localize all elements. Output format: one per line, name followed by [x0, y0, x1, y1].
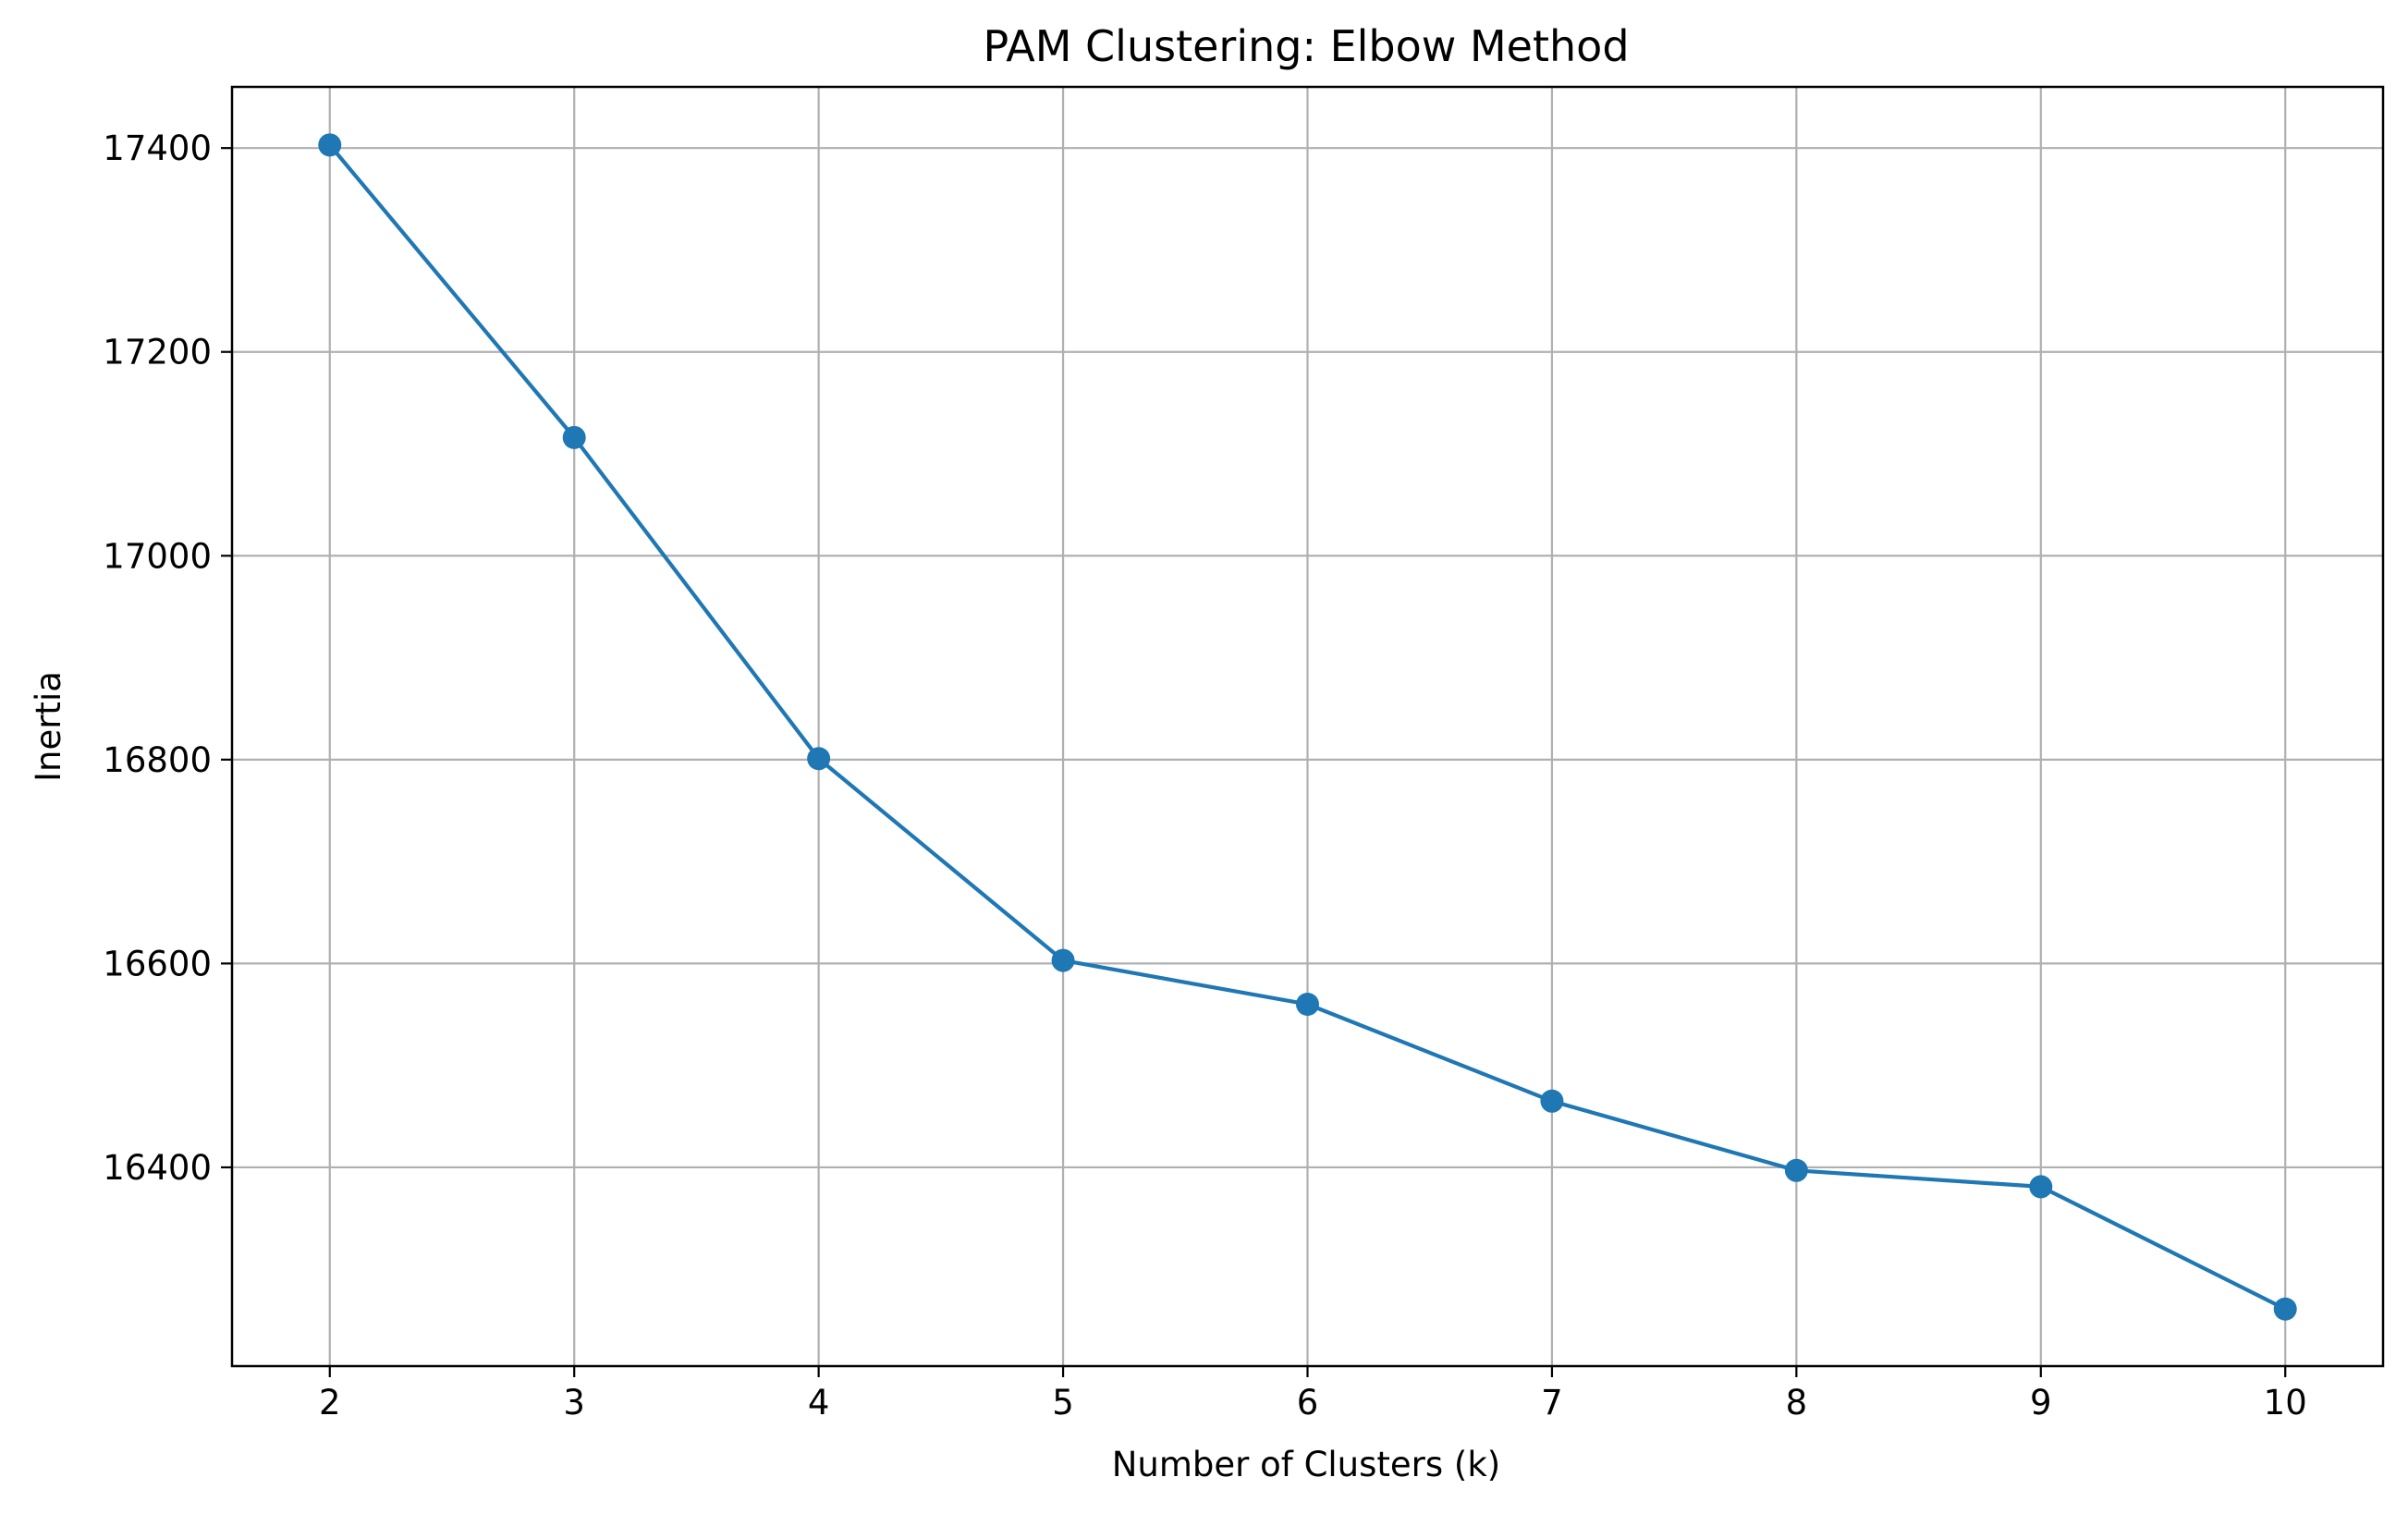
y-tick-label: 17000 — [103, 536, 212, 576]
x-tick-label: 5 — [1052, 1383, 1074, 1422]
series-inertia — [318, 133, 2297, 1321]
y-tick-label: 17200 — [103, 333, 212, 372]
x-axis-label: Number of Clusters (k) — [1112, 1445, 1500, 1484]
x-tick-label: 7 — [1541, 1383, 1563, 1422]
grid — [232, 87, 2383, 1366]
y-tick-label: 16400 — [103, 1148, 212, 1188]
x-tick-label: 8 — [1786, 1383, 1808, 1422]
y-tick-label: 17400 — [103, 128, 212, 168]
data-point — [562, 425, 586, 449]
data-point — [2273, 1297, 2297, 1321]
data-point — [2029, 1175, 2053, 1199]
y-axis-label: Inertia — [29, 671, 68, 782]
x-tick-label: 3 — [563, 1383, 585, 1422]
x-tick-label: 4 — [808, 1383, 830, 1422]
x-axis-ticks: 2 3 4 5 6 7 8 9 10 — [319, 1366, 2307, 1422]
x-tick-label: 6 — [1297, 1383, 1319, 1422]
data-point — [1051, 948, 1075, 972]
x-tick-label: 2 — [319, 1383, 341, 1422]
y-axis-ticks: 16400 16600 16800 17000 17200 17400 — [103, 128, 232, 1188]
data-point — [807, 747, 831, 771]
y-tick-label: 16600 — [103, 944, 212, 983]
x-tick-label: 10 — [2264, 1383, 2307, 1422]
data-point — [1540, 1089, 1564, 1113]
data-point — [1784, 1158, 1808, 1182]
data-point — [318, 133, 342, 157]
chart-title: PAM Clustering: Elbow Method — [983, 21, 1629, 71]
data-point — [1296, 993, 1319, 1017]
y-tick-label: 16800 — [103, 740, 212, 780]
x-tick-label: 9 — [2030, 1383, 2052, 1422]
